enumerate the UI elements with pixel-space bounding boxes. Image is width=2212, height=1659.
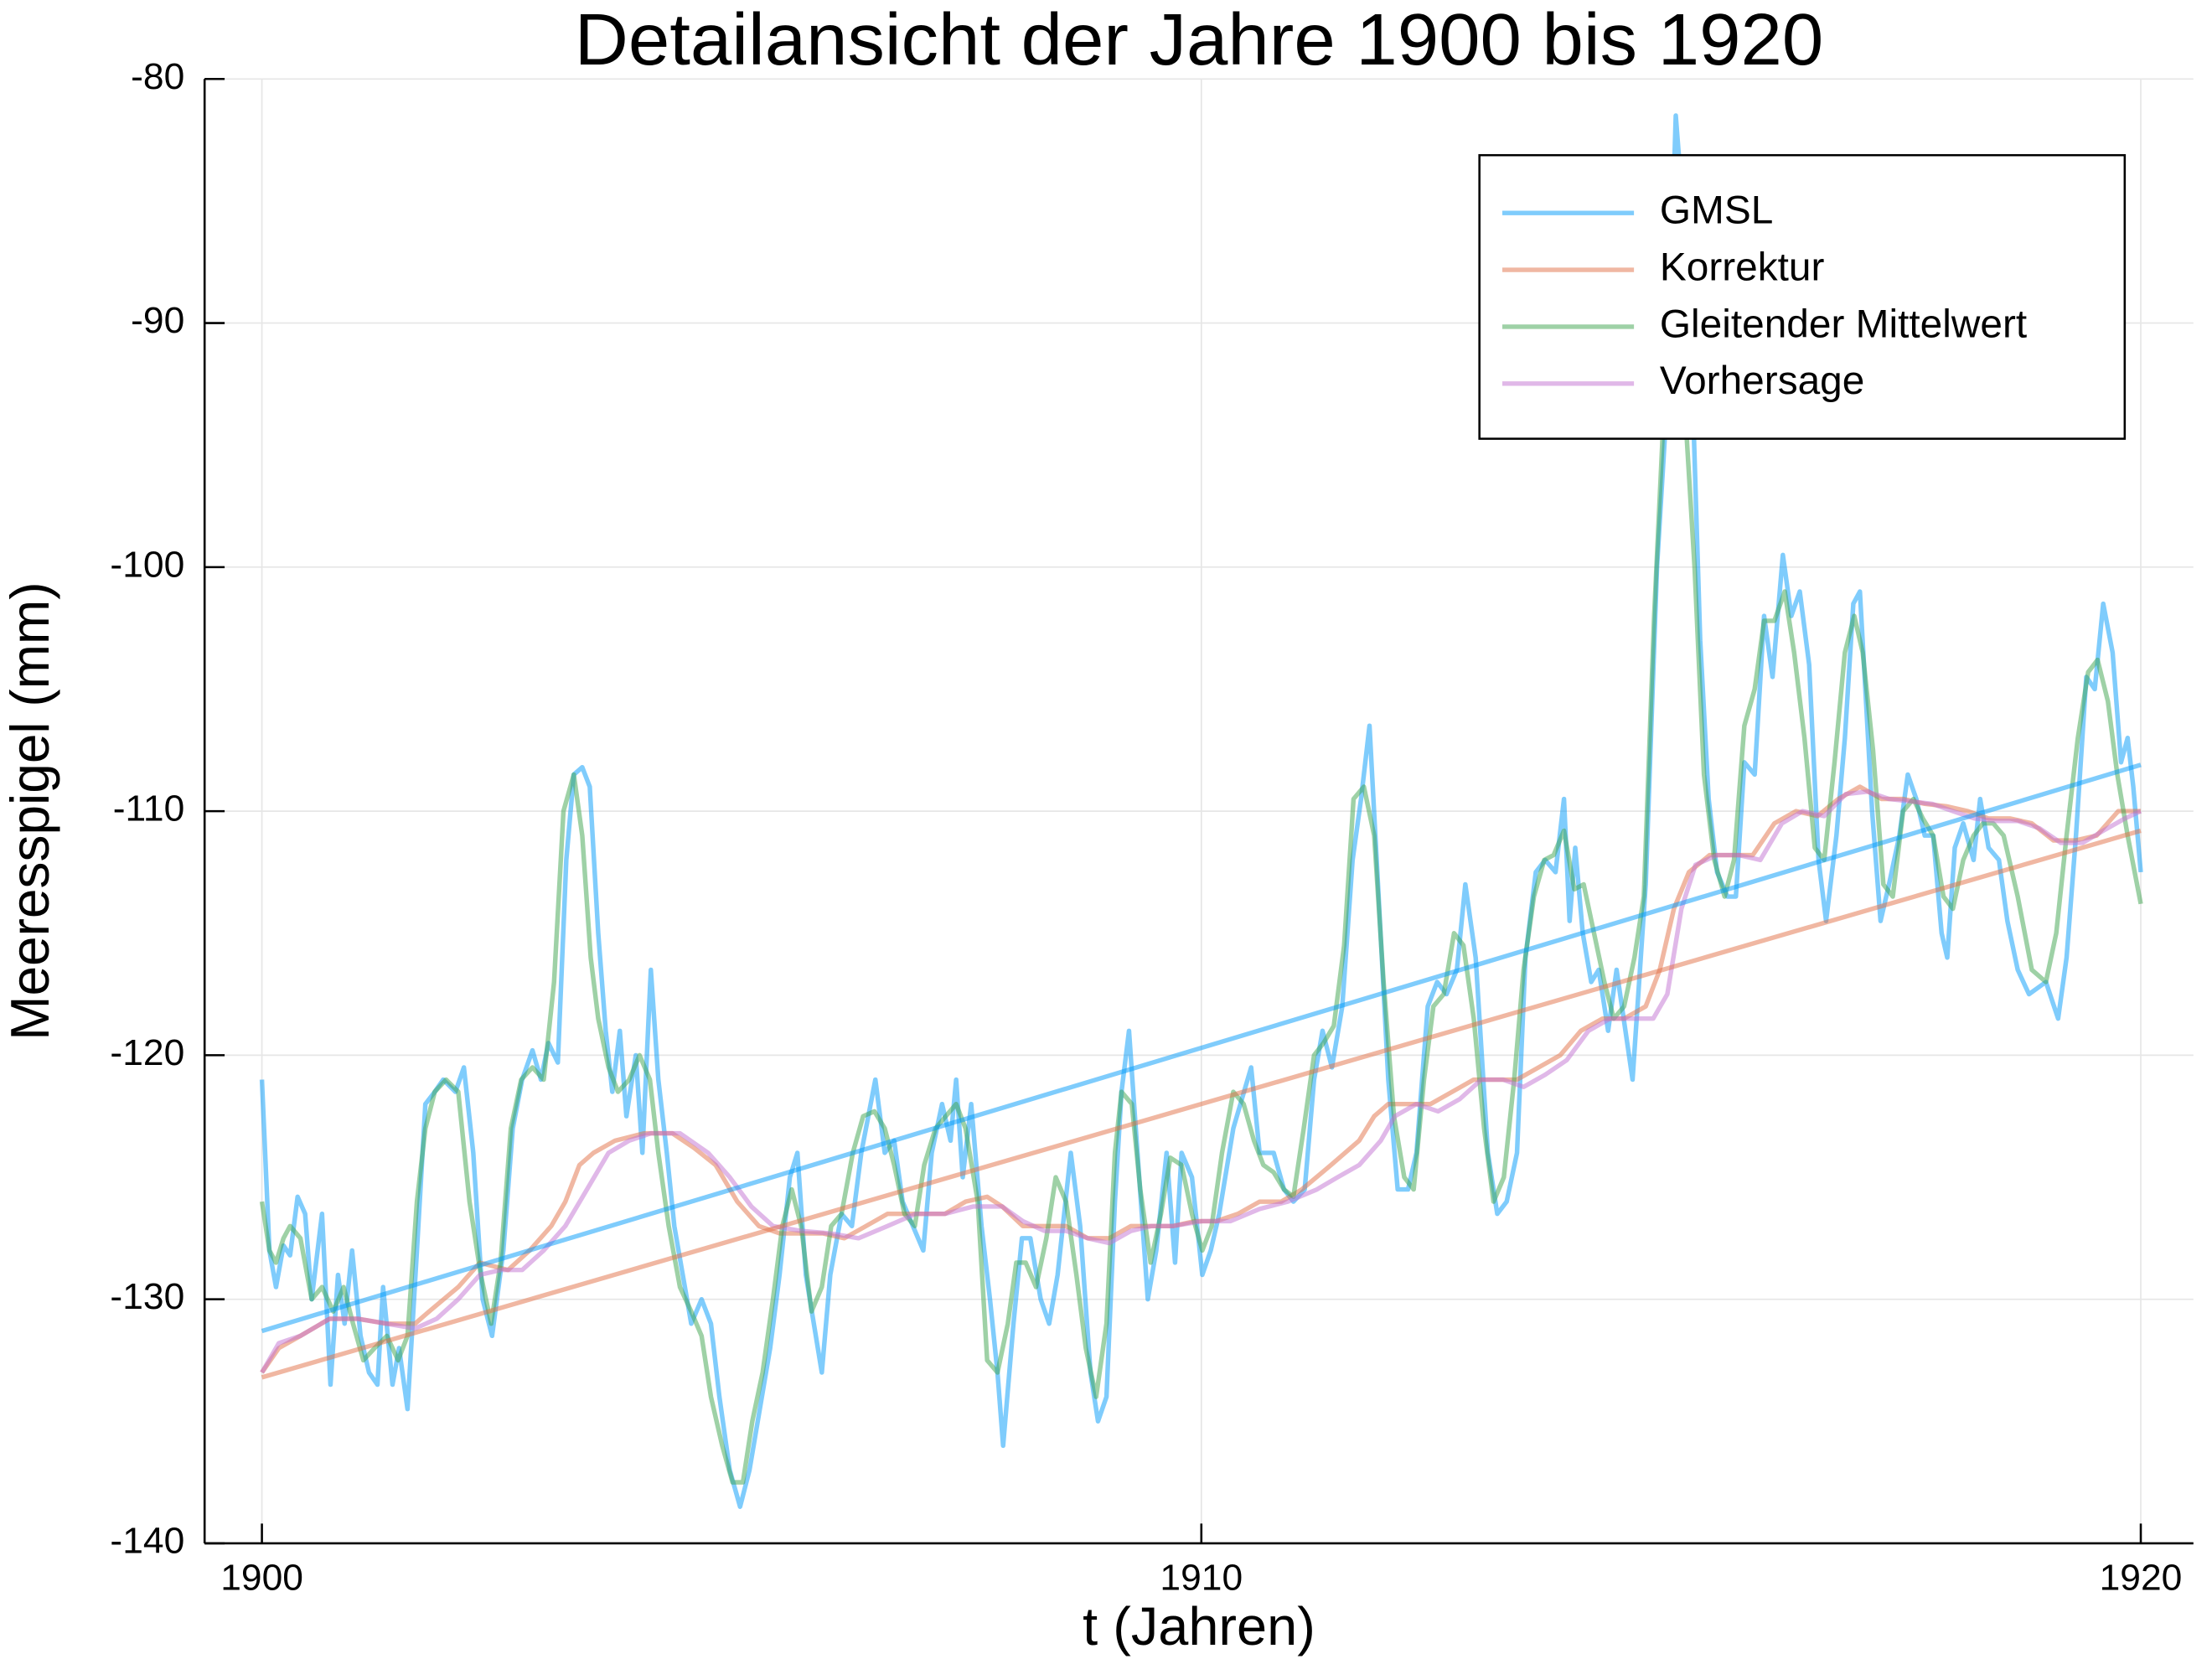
legend-label: Gleitender Mittelwert [1660,302,2027,347]
chart-title: Detailansicht der Jahre 1900 bis 1920 [575,0,1823,80]
legend-label: Vorhersage [1660,359,1865,404]
series-line [259,370,2143,1485]
x-tick-label: 1920 [2100,1558,2183,1599]
legend-box [1478,153,2127,440]
legend-label: GMSL [1660,189,1773,233]
y-tick-label: -110 [113,788,185,830]
legend-label: Korrektur [1660,245,1825,290]
series-line [261,828,2142,1380]
series-line [260,789,2142,1374]
series-line [261,762,2142,1334]
x-tick-label: 1900 [220,1558,303,1599]
y-tick-label: -120 [110,1032,184,1073]
y-tick-label: -140 [110,1521,184,1562]
plot-area [259,113,2143,1509]
series-line [259,113,2143,1509]
y-tick-label: -100 [110,545,184,586]
y-tick-label: -90 [131,300,184,341]
x-tick-label: 1910 [1160,1558,1243,1599]
legend: GMSL Korrektur Gleitender Mittelwert Vorher… [1478,153,2127,440]
y-axis-label: Meeresspigel (mm) [0,581,60,1040]
axes: -140 -130 -120 -110 -100 -90 -80 1900 1910 1920 [110,56,2194,1599]
y-tick-label: -130 [110,1276,184,1317]
y-tick-label: -80 [131,56,184,97]
x-axis-label: t (Jahren) [1083,1597,1315,1656]
